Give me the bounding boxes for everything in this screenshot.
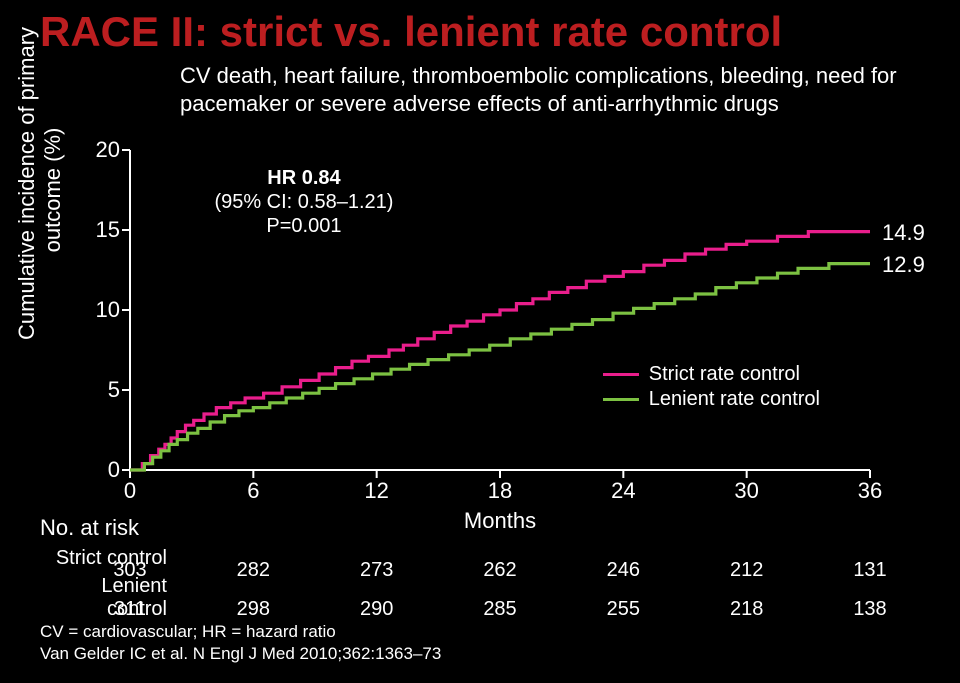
x-tick-label: 0 [124,478,136,504]
y-axis-label: Cumulative incidence of primary outcome … [14,40,66,340]
km-chart: 05101520061218243036Months14.912.9HR 0.8… [130,150,870,470]
at-risk-cell: 311 [114,598,146,621]
slide-subtitle: CV death, heart failure, thromboembolic … [180,62,900,117]
legend-label: Lenient rate control [649,388,820,411]
at-risk-row-lenient: Lenient control 311298290285255218138 [40,575,870,621]
y-tick-label: 20 [96,137,120,163]
series-end-label: 12.9 [882,252,925,278]
series-end-label: 14.9 [882,220,925,246]
at-risk-cell: 285 [483,598,516,621]
x-tick-label: 6 [247,478,259,504]
hazard-ratio-text: HR 0.84(95% CI: 0.58–1.21)P=0.001 [214,166,393,238]
chart-legend: Strict rate controlLenient rate control [603,361,820,411]
at-risk-row-strict: Strict control 303282273262246212131 [40,547,870,570]
y-tick-label: 15 [96,217,120,243]
x-tick-label: 12 [364,478,388,504]
legend-swatch [603,373,639,376]
x-tick-label: 30 [734,478,758,504]
x-tick-label: 36 [858,478,882,504]
at-risk-cell: 290 [360,598,393,621]
x-tick-label: 24 [611,478,635,504]
at-risk-cell: 218 [730,598,763,621]
legend-item: Lenient rate control [603,388,820,411]
y-tick-label: 0 [108,457,120,483]
footnote-line2: Van Gelder IC et al. N Engl J Med 2010;3… [40,643,441,665]
footnote-line1: CV = cardiovascular; HR = hazard ratio [40,621,441,643]
slide: RACE II: strict vs. lenient rate control… [0,0,960,683]
series-line-strict [130,232,870,470]
y-tick-label: 10 [96,297,120,323]
at-risk-row-label: Strict control [40,547,175,570]
at-risk-row-label: Lenient control [40,575,175,621]
x-axis-label: Months [464,508,536,534]
at-risk-cell: 138 [853,598,886,621]
slide-title: RACE II: strict vs. lenient rate control [40,8,782,56]
legend-swatch [603,398,639,401]
footnote: CV = cardiovascular; HR = hazard ratio V… [40,621,441,665]
legend-item: Strict rate control [603,363,820,386]
at-risk-cell: 298 [237,598,270,621]
y-axis-label-line1: Cumulative incidence of primary [14,40,40,340]
legend-label: Strict rate control [649,363,800,386]
at-risk-header: No. at risk [40,515,139,541]
at-risk-cell: 255 [607,598,640,621]
y-tick-label: 5 [108,377,120,403]
x-tick-label: 18 [488,478,512,504]
y-axis-label-line2: outcome (%) [40,40,66,340]
